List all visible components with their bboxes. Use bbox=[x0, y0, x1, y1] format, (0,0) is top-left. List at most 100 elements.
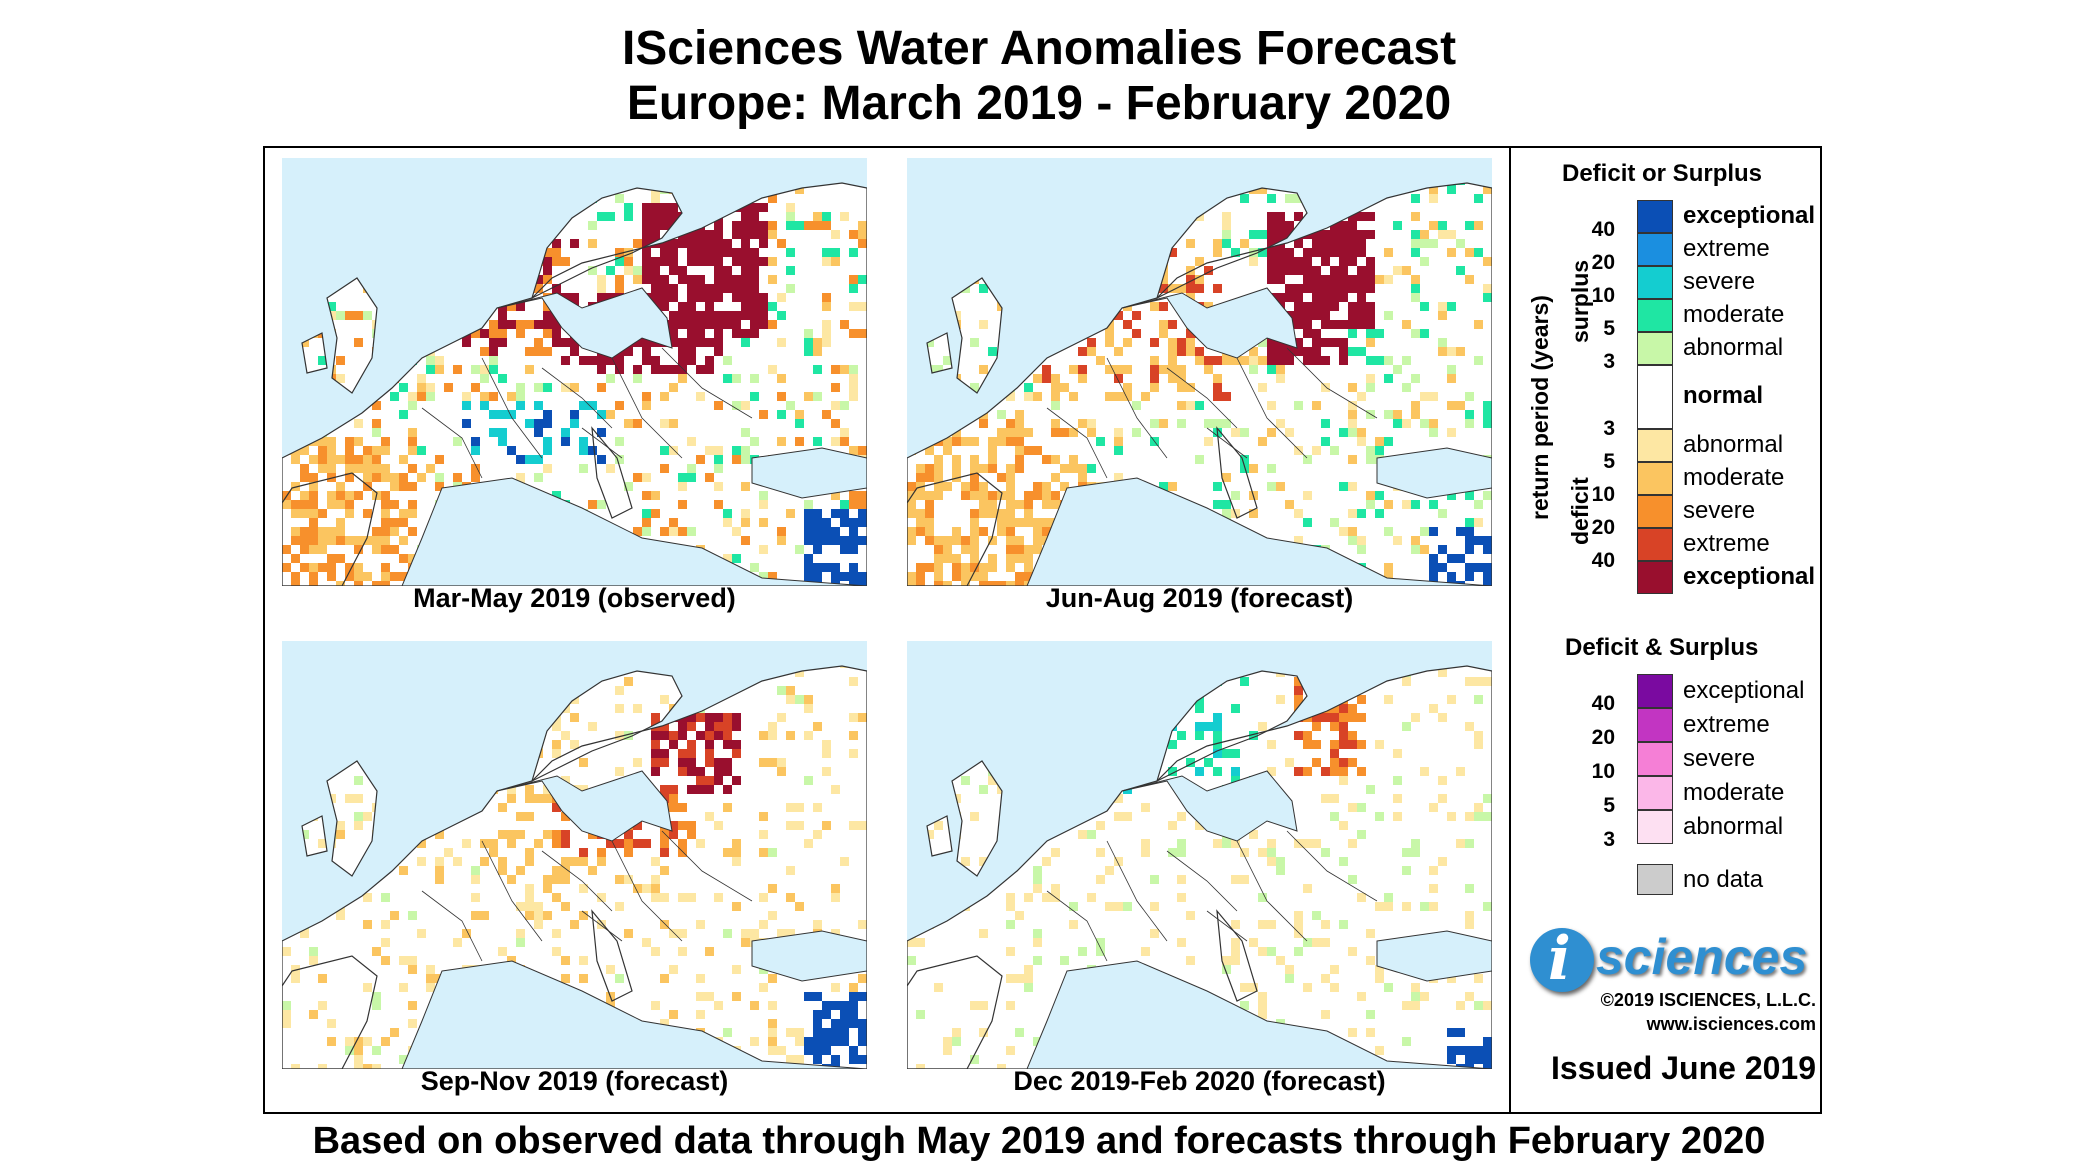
anomaly-cell bbox=[759, 983, 768, 992]
anomaly-cell bbox=[1411, 500, 1420, 509]
anomaly-cell bbox=[642, 491, 651, 500]
anomaly-cell bbox=[979, 464, 988, 473]
anomaly-cell bbox=[327, 563, 336, 572]
anomaly-cell bbox=[570, 239, 579, 248]
anomaly-cell bbox=[741, 929, 750, 938]
anomaly-cell bbox=[723, 731, 732, 740]
anomaly-cell bbox=[822, 1037, 831, 1046]
anomaly-cell bbox=[1186, 383, 1195, 392]
anomaly-cell bbox=[1285, 257, 1294, 266]
anomaly-cell bbox=[633, 839, 642, 848]
anomaly-cell bbox=[480, 347, 489, 356]
anomaly-cell bbox=[1339, 821, 1348, 830]
anomaly-cell bbox=[813, 563, 822, 572]
anomaly-cell bbox=[961, 536, 970, 545]
anomaly-cell bbox=[705, 365, 714, 374]
anomaly-cell bbox=[1267, 266, 1276, 275]
anomaly-cell bbox=[1258, 947, 1267, 956]
anomaly-cell bbox=[498, 329, 507, 338]
anomaly-cell bbox=[1312, 938, 1321, 947]
anomaly-cell bbox=[934, 821, 943, 830]
anomaly-cell bbox=[1213, 482, 1222, 491]
anomaly-cell bbox=[1447, 428, 1456, 437]
anomaly-cell bbox=[309, 518, 318, 527]
anomaly-cell bbox=[570, 857, 579, 866]
anomaly-cell bbox=[1267, 401, 1276, 410]
anomaly-cell bbox=[1411, 284, 1420, 293]
anomaly-cell bbox=[651, 749, 660, 758]
anomaly-cell bbox=[732, 284, 741, 293]
anomaly-cell bbox=[1213, 722, 1222, 731]
anomaly-cell bbox=[1348, 704, 1357, 713]
anomaly-cell bbox=[795, 185, 804, 194]
anomaly-cell bbox=[1321, 437, 1330, 446]
anomaly-cell bbox=[669, 446, 678, 455]
anomaly-cell bbox=[1438, 509, 1447, 518]
anomaly-cell bbox=[300, 536, 309, 545]
anomaly-cell bbox=[462, 338, 471, 347]
anomaly-cell bbox=[858, 920, 867, 929]
anomaly-cell bbox=[480, 365, 489, 374]
anomaly-cell bbox=[1330, 965, 1339, 974]
anomaly-cell bbox=[300, 929, 309, 938]
anomaly-cell bbox=[291, 554, 300, 563]
anomaly-cell bbox=[750, 275, 759, 284]
inland-sea bbox=[496, 770, 673, 842]
anomaly-cell bbox=[1015, 437, 1024, 446]
land-area bbox=[327, 761, 377, 876]
legend-swatch-deficit-extreme bbox=[1637, 528, 1673, 561]
anomaly-cell bbox=[786, 866, 795, 875]
inland-sea bbox=[401, 477, 867, 586]
anomaly-cell bbox=[552, 866, 561, 875]
anomaly-cell bbox=[714, 248, 723, 257]
anomaly-cell bbox=[1366, 374, 1375, 383]
anomaly-cell bbox=[516, 866, 525, 875]
anomaly-cell bbox=[1294, 194, 1303, 203]
anomaly-cell bbox=[970, 812, 979, 821]
anomaly-cell bbox=[1294, 293, 1303, 302]
map-svg bbox=[282, 641, 867, 1069]
anomaly-cell bbox=[390, 911, 399, 920]
anomaly-cell bbox=[669, 965, 678, 974]
anomaly-cell bbox=[714, 311, 723, 320]
anomaly-cell bbox=[516, 320, 525, 329]
anomaly-cell bbox=[1330, 230, 1339, 239]
anomaly-cell bbox=[1177, 938, 1186, 947]
anomaly-cell bbox=[1312, 338, 1321, 347]
anomaly-cell bbox=[714, 713, 723, 722]
anomaly-cell bbox=[777, 311, 786, 320]
anomaly-cell bbox=[399, 554, 408, 563]
anomaly-cell bbox=[696, 1010, 705, 1019]
anomaly-cell bbox=[943, 356, 952, 365]
anomaly-cell bbox=[507, 410, 516, 419]
anomaly-cell bbox=[444, 383, 453, 392]
anomaly-cell bbox=[970, 509, 979, 518]
anomaly-cell bbox=[916, 482, 925, 491]
anomaly-cell bbox=[1285, 428, 1294, 437]
anomaly-cell bbox=[669, 239, 678, 248]
anomaly-cell bbox=[1465, 275, 1474, 284]
anomaly-cell bbox=[1177, 731, 1186, 740]
anomaly-cell bbox=[804, 731, 813, 740]
anomaly-cell bbox=[786, 509, 795, 518]
anomaly-cell bbox=[1321, 974, 1330, 983]
anomaly-cell bbox=[1465, 563, 1474, 572]
anomaly-cell bbox=[1465, 527, 1474, 536]
anomaly-cell bbox=[516, 929, 525, 938]
anomaly-cell bbox=[1294, 284, 1303, 293]
anomaly-cell bbox=[327, 1037, 336, 1046]
anomaly-cell bbox=[1150, 383, 1159, 392]
anomaly-cell bbox=[300, 545, 309, 554]
anomaly-cell bbox=[372, 1046, 381, 1055]
anomaly-cell bbox=[624, 257, 633, 266]
anomaly-cell bbox=[1222, 212, 1231, 221]
anomaly-cell bbox=[1006, 581, 1015, 586]
anomaly-cell bbox=[687, 257, 696, 266]
anomaly-cell bbox=[669, 740, 678, 749]
anomaly-cell bbox=[1456, 527, 1465, 536]
anomaly-cell bbox=[925, 464, 934, 473]
anomaly-cell bbox=[318, 1064, 327, 1069]
anomaly-cell bbox=[786, 695, 795, 704]
anomaly-cell bbox=[714, 284, 723, 293]
website-link[interactable]: www.isciences.com bbox=[1646, 1014, 1816, 1034]
